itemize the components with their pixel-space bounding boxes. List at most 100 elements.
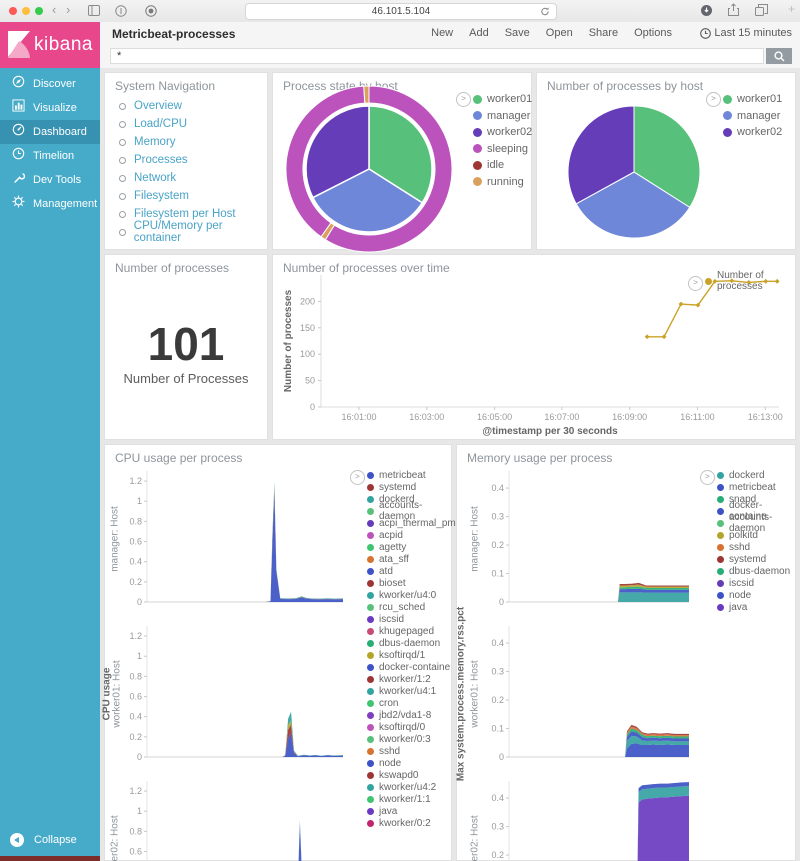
legend-expand-icon[interactable]: > [350, 470, 365, 485]
nav-link-filesystem-per-host[interactable]: Filesystem per Host [119, 205, 267, 223]
time-picker[interactable]: Last 15 minutes [700, 27, 792, 39]
new-tab-icon[interactable]: + [788, 2, 796, 16]
legend-expand-icon[interactable]: > [688, 276, 703, 291]
menu-item-save[interactable]: Save [504, 27, 530, 39]
legend-item-dockerd[interactable]: dockerd [367, 493, 456, 505]
legend-item-systemd[interactable]: systemd [717, 553, 795, 565]
legend-item-docker-containe[interactable]: docker-containe [367, 661, 456, 673]
legend-item-ata-sff[interactable]: ata_sff [367, 553, 456, 565]
reader-icon[interactable] [115, 5, 127, 20]
process-state-donut-chart[interactable] [285, 85, 453, 253]
legend-item-ksoftirqd-0[interactable]: ksoftirqd/0 [367, 721, 456, 733]
legend-item-manager[interactable]: manager [723, 108, 782, 125]
cpu-worker02-area-chart[interactable]: 00.20.40.60.811.2 [121, 775, 345, 861]
pie-slice-worker02[interactable] [305, 105, 370, 199]
legend-item-manager[interactable]: manager [473, 108, 532, 125]
search-input[interactable] [110, 48, 764, 64]
legend-item-kworker-u4-1[interactable]: kworker/u4:1 [367, 685, 456, 697]
legend-item-number-of-processes[interactable]: Number of processes [705, 270, 795, 292]
sidebar-item-discover[interactable]: Discover [0, 72, 100, 96]
nav-link-network[interactable]: Network [119, 169, 267, 187]
sidebar-toggle-icon[interactable] [88, 5, 100, 19]
legend-item-polkitd[interactable]: polkitd [717, 529, 795, 541]
menu-item-open[interactable]: Open [545, 27, 573, 39]
nav-link-memory[interactable]: Memory [119, 133, 267, 151]
processes-over-time-line-chart[interactable]: 0 50 100 150 200 16:01:00 16:03:00 16:05:00 16:0… [281, 269, 791, 437]
menu-item-add[interactable]: Add [469, 27, 489, 39]
legend-item-sleeping[interactable]: sleeping [473, 141, 532, 158]
collapse-button[interactable]: Collapse [0, 829, 110, 851]
legend-item-java[interactable]: java [367, 805, 456, 817]
legend-item-worker01[interactable]: worker01 [723, 91, 782, 108]
legend-item-dbus-daemon[interactable]: dbus-daemon [367, 637, 456, 649]
legend-item-iscsid[interactable]: iscsid [367, 613, 456, 625]
legend-item-kworker-0-2[interactable]: kworker/0:2 [367, 817, 456, 829]
pie-slice-worker02[interactable] [567, 105, 635, 205]
legend-item-accounts-daemon[interactable]: accounts-daemon [367, 500, 456, 522]
legend-item-dbus-daemon[interactable]: dbus-daemon [717, 565, 795, 577]
mem-manager-area-chart[interactable]: 0 0.1 0.2 0.3 0.4 [483, 465, 691, 613]
cpu-manager-area-chart[interactable]: 0 0.2 0.4 0.6 0.8 1 1.2 [121, 465, 345, 613]
sidebar-item-dashboard[interactable]: Dashboard [0, 120, 100, 144]
legend-item-jbd2-vda1-8[interactable]: jbd2/vda1-8 [367, 709, 456, 721]
legend-item-docker-containe[interactable]: docker-containe [717, 500, 795, 522]
legend-item-node[interactable]: node [367, 757, 456, 769]
legend-expand-icon[interactable]: > [456, 92, 471, 107]
legend-item-java[interactable]: java [717, 601, 795, 613]
legend-item-metricbeat[interactable]: metricbeat [717, 481, 795, 493]
sidebar-item-visualize[interactable]: Visualize [0, 96, 100, 120]
processes-by-host-pie-chart[interactable] [567, 105, 701, 239]
address-bar[interactable]: 46.101.5.104 [245, 3, 557, 20]
menu-item-options[interactable]: Options [634, 27, 672, 39]
legend-item-acpi-thermal-pm[interactable]: acpi_thermal_pm [367, 517, 456, 529]
legend-item-rcu-sched[interactable]: rcu_sched [367, 601, 456, 613]
forward-button[interactable]: › [66, 2, 71, 17]
downloads-icon[interactable] [700, 4, 713, 20]
sidebar-item-timelion[interactable]: Timelion [0, 144, 100, 168]
tabs-overview-icon[interactable] [755, 4, 768, 19]
legend-item-worker01[interactable]: worker01 [473, 91, 532, 108]
zoom-window-button[interactable] [35, 7, 43, 15]
legend-item-snapd[interactable]: snapd [717, 493, 795, 505]
menu-item-share[interactable]: Share [588, 27, 619, 39]
legend-item-iscsid[interactable]: iscsid [717, 577, 795, 589]
legend-item-agetty[interactable]: agetty [367, 541, 456, 553]
legend-item-metricbeat[interactable]: metricbeat [367, 469, 456, 481]
legend-item-kworker-1-1[interactable]: kworker/1:1 [367, 793, 456, 805]
nav-link-filesystem[interactable]: Filesystem [119, 187, 267, 205]
search-button[interactable] [766, 48, 792, 64]
legend-item-sshd[interactable]: sshd [717, 541, 795, 553]
legend-item-ksoftirqd-1[interactable]: ksoftirqd/1 [367, 649, 456, 661]
share-icon[interactable] [727, 3, 740, 20]
legend-item-kswapd0[interactable]: kswapd0 [367, 769, 456, 781]
legend-expand-icon[interactable]: > [706, 92, 721, 107]
legend-item-idle[interactable]: idle [473, 157, 532, 174]
legend-item-bioset[interactable]: bioset [367, 577, 456, 589]
minimize-window-button[interactable] [22, 7, 30, 15]
legend-item-sshd[interactable]: sshd [367, 745, 456, 757]
menu-item-new[interactable]: New [431, 27, 454, 39]
kibana-logo[interactable]: kibana [0, 22, 100, 68]
ring-segment-running[interactable] [363, 85, 370, 104]
pie-slice-manager[interactable] [311, 168, 424, 233]
legend-item-kworker-u4-0[interactable]: kworker/u4:0 [367, 589, 456, 601]
nav-link-processes[interactable]: Processes [119, 151, 267, 169]
nav-link-cpu-memory-per-container[interactable]: CPU/Memory per container [119, 220, 267, 244]
nav-link-load-cpu[interactable]: Load/CPU [119, 115, 267, 133]
legend-item-acpid[interactable]: acpid [367, 529, 456, 541]
mem-worker01-area-chart[interactable]: 0 0.1 0.2 0.3 0.4 [483, 620, 691, 768]
nav-link-overview[interactable]: Overview [119, 97, 267, 115]
back-button[interactable]: ‹ [52, 2, 57, 17]
mem-worker02-area-chart[interactable]: 00.10.20.30.4 [483, 775, 691, 861]
legend-item-running[interactable]: running [473, 174, 532, 191]
legend-item-kworker-u4-2[interactable]: kworker/u4:2 [367, 781, 456, 793]
sidebar-item-dev-tools[interactable]: Dev Tools [0, 168, 100, 192]
close-window-button[interactable] [9, 7, 17, 15]
sidebar-item-management[interactable]: Management [0, 192, 100, 216]
legend-item-worker02[interactable]: worker02 [723, 124, 782, 141]
legend-item-kworker-1-2[interactable]: kworker/1:2 [367, 673, 456, 685]
reload-icon[interactable] [540, 4, 550, 22]
extension-icon[interactable] [145, 5, 157, 20]
legend-item-worker02[interactable]: worker02 [473, 124, 532, 141]
legend-item-kworker-0-3[interactable]: kworker/0:3 [367, 733, 456, 745]
